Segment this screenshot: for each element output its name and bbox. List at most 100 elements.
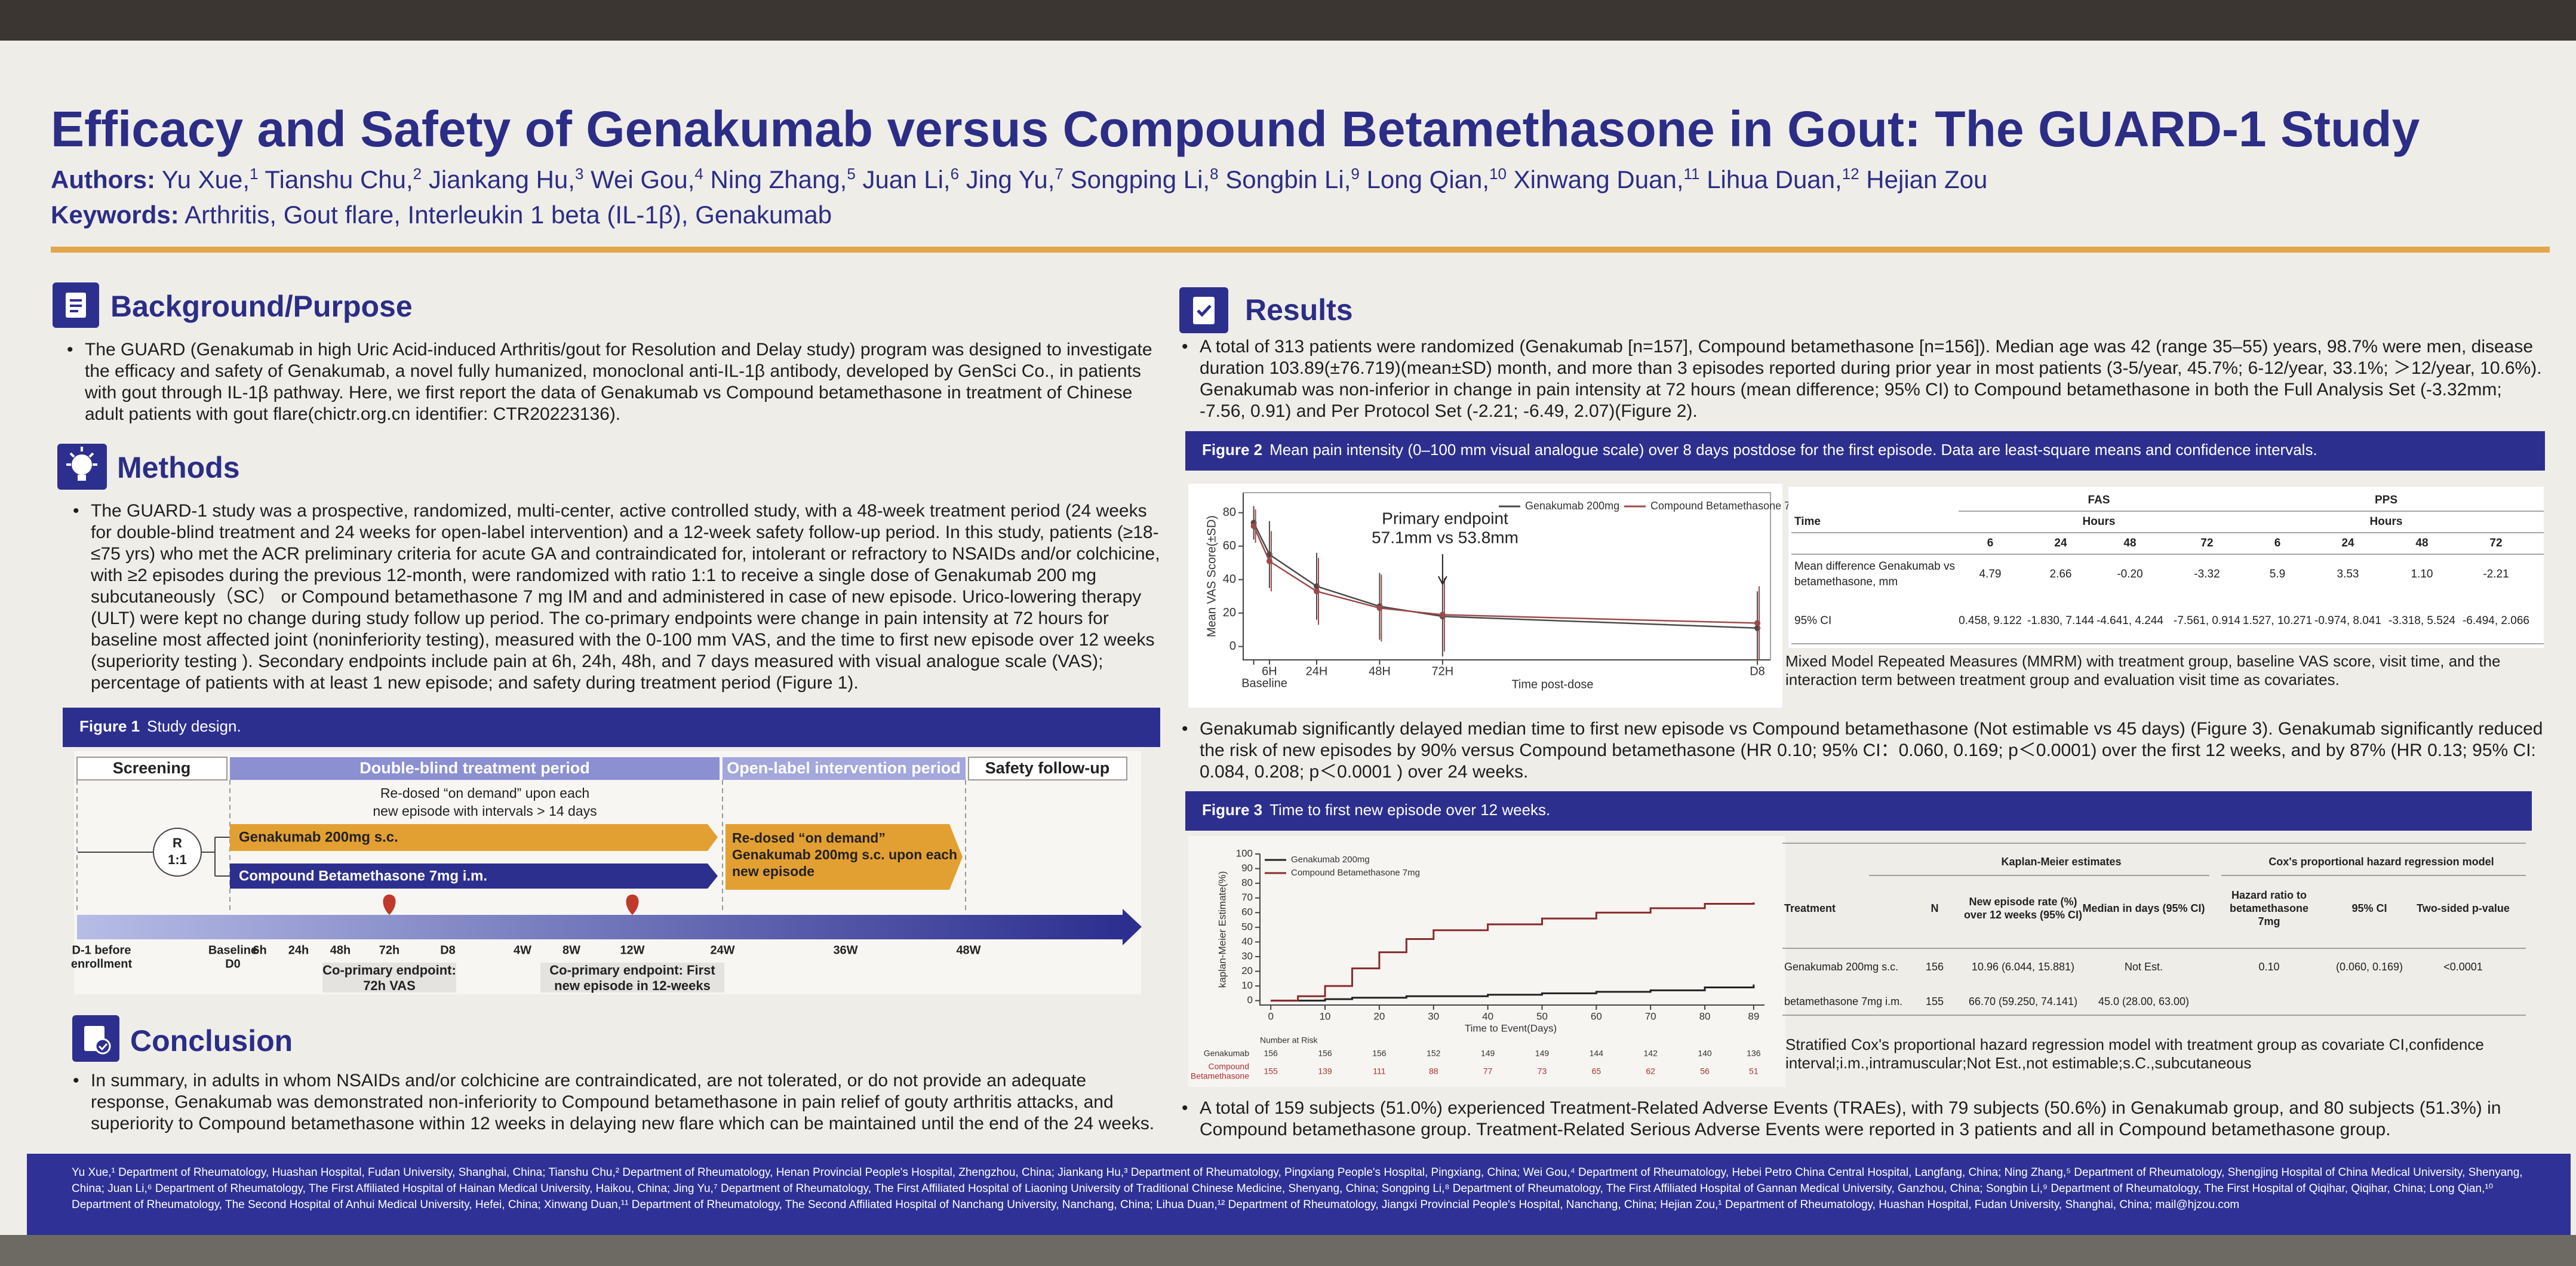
conclusion-text: In summary, in adults in whom NSAIDs and… — [70, 1070, 1163, 1135]
axis — [1243, 493, 1770, 660]
figure-note: Stratified Cox's proportional hazard reg… — [1785, 1035, 2484, 1072]
at-risk-count: 77 — [1483, 1067, 1493, 1076]
open-label-text: Genakumab 200mg s.c. upon each — [732, 847, 957, 862]
table-cell: 45.0 (28.00, 63.00) — [2098, 995, 2189, 1007]
at-risk-count: 140 — [1698, 1049, 1712, 1058]
open-label-arrow — [726, 824, 963, 890]
x-tick-label: 24H — [1306, 665, 1328, 678]
affiliation-mark: 4 — [694, 165, 703, 183]
author-name: Songping Li, — [1070, 165, 1210, 193]
at-risk-count: 136 — [1747, 1049, 1761, 1058]
author-name: Wei Gou, — [591, 165, 695, 193]
y-tick-label: 0 — [1247, 994, 1253, 1006]
section-heading: Methods — [117, 451, 240, 484]
x-tick-label: 70 — [1645, 1010, 1656, 1022]
affiliation-mark: 1 — [250, 165, 259, 183]
endpoint-label: 72h VAS — [363, 978, 416, 993]
x-tick-label: 0 — [1268, 1010, 1273, 1022]
timeline-arrow — [1123, 909, 1142, 945]
table-cell: 0.10 — [2258, 961, 2279, 973]
annotation: 57.1mm vs 53.8mm — [1372, 528, 1518, 546]
figure-caption: Figure 3 Time to first new episode over 1… — [1185, 791, 2532, 831]
affiliation-mark: 11 — [1683, 165, 1700, 183]
x-tick-label: 10 — [1320, 1010, 1331, 1022]
y-tick-label: 40 — [1241, 936, 1253, 947]
at-risk-group: Compound — [1209, 1062, 1250, 1071]
series-line — [1253, 522, 1758, 629]
keywords: Keywords: Arthritis, Gout flare, Interle… — [51, 201, 832, 229]
legend-label: Genakumab 200mg — [1291, 855, 1370, 865]
at-risk-count: 142 — [1644, 1049, 1658, 1058]
plot-border — [1243, 492, 1771, 660]
affiliation-mark: 10 — [1489, 165, 1507, 183]
endpoint-label: Co-primary endpoint: First — [549, 963, 715, 978]
column-header: betamethasone — [2230, 902, 2308, 914]
table-header: 48 — [2415, 537, 2428, 549]
table-header: 72 — [2489, 537, 2502, 549]
survival-curve — [1271, 902, 1755, 1002]
author-name: Tianshu Chu, — [265, 165, 413, 193]
timeline-label: 36W — [833, 944, 857, 957]
table-cell: -0.20 — [2117, 568, 2142, 580]
background-text: The GUARD (Genakumab in high Uric Acid-i… — [64, 339, 1163, 425]
endpoint-pin — [626, 895, 639, 915]
timeline-label: 24W — [710, 944, 734, 957]
affiliation-mark: 7 — [1055, 165, 1063, 183]
divider-rule — [51, 247, 2550, 253]
column-header: N — [1931, 902, 1939, 914]
timeline-bar — [77, 915, 1123, 939]
author-name: Long Qian, — [1366, 165, 1490, 193]
at-risk-count: 56 — [1700, 1067, 1710, 1076]
phase-box — [968, 757, 1127, 781]
x-axis-label: Time to Event(Days) — [1465, 1022, 1557, 1034]
at-risk-count: 156 — [1372, 1049, 1387, 1058]
caption-text: Study design. — [147, 717, 241, 735]
figure-label: Figure 1 — [79, 717, 140, 735]
author-name: Juan Li, — [862, 165, 951, 193]
at-risk-count: 51 — [1749, 1067, 1759, 1076]
table-cell: 0.458, 9.122 — [1959, 614, 2022, 627]
caption-text: Time to first new episode over 12 weeks. — [1269, 801, 1551, 819]
section-heading: Results — [1245, 293, 1353, 327]
table-group: PPS — [2375, 494, 2397, 506]
phase-box — [230, 757, 720, 780]
study-design-diagram — [74, 751, 1142, 994]
author-name: Yu Xue, — [161, 165, 250, 193]
at-risk-count: 156 — [1318, 1049, 1332, 1058]
chart-panel — [1188, 484, 1782, 708]
x-tick-label: 20 — [1373, 1010, 1385, 1022]
x-axis-label: Time post-dose — [1511, 678, 1593, 691]
y-tick-label: 70 — [1241, 892, 1253, 903]
y-axis-label: Mean VAS Score(±SD) — [1205, 515, 1218, 637]
figure-label: Figure 3 — [1202, 801, 1263, 819]
timeline-label: 12W — [620, 944, 644, 957]
row-label: 95% CI — [1794, 614, 1831, 627]
affiliation-mark: 2 — [413, 165, 422, 183]
results-text: Genakumab significantly delayed median t… — [1179, 718, 2547, 783]
open-label-text: new episode — [732, 864, 814, 879]
open-label-text: Re-dosed “on demand” — [732, 830, 886, 846]
at-risk-count: 62 — [1646, 1067, 1655, 1076]
table-cell: -4.641, 4.244 — [2097, 614, 2163, 627]
table-cell: Not Est. — [2125, 961, 2163, 973]
timeline-label: 4W — [514, 944, 531, 957]
row-label: Mean difference Genakumab vs — [1794, 560, 1955, 573]
arm-label: Genakumab 200mg s.c. — [239, 829, 398, 845]
column-header: 7mg — [2258, 915, 2280, 927]
table-cell: 66.70 (59.250, 74.141) — [1969, 995, 2077, 1007]
table-cell: -1.830, 7.144 — [2027, 614, 2094, 627]
affiliation-mark: 9 — [1351, 165, 1360, 183]
legend-label: Compound Betamethasone 7mg — [1291, 868, 1420, 878]
x-tick-label: 89 — [1748, 1010, 1759, 1022]
table-cell: (0.060, 0.169) — [2336, 961, 2403, 973]
table-header: 6 — [1987, 537, 1994, 549]
y-tick-label: 80 — [1241, 877, 1253, 889]
at-risk-group: Genakumab — [1204, 1049, 1249, 1058]
timeline-label: D8 — [440, 944, 456, 957]
randomization-label: 1:1 — [168, 852, 187, 867]
at-risk-count: 149 — [1481, 1049, 1495, 1058]
row-label: betamethasone, mm — [1794, 576, 1898, 588]
table-cell: -3.32 — [2194, 568, 2220, 580]
